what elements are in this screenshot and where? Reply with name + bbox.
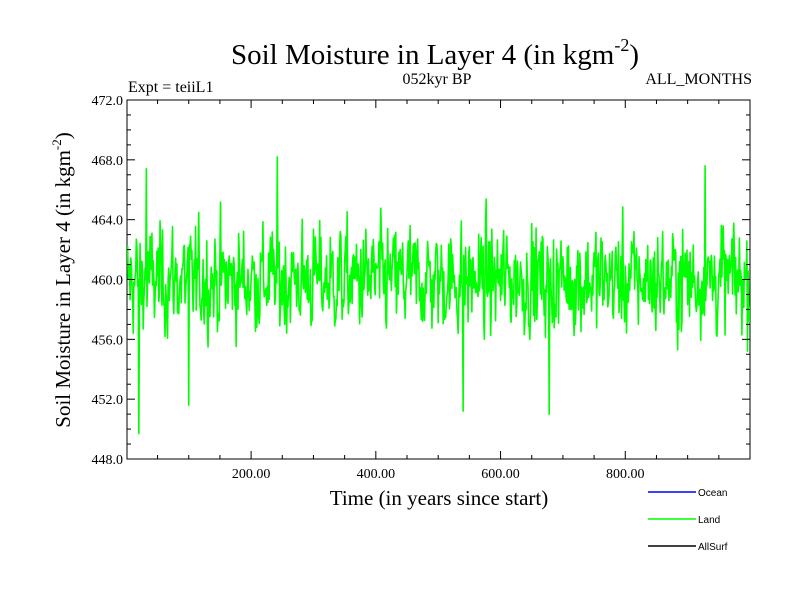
- months-label: ALL_MONTHS: [645, 71, 752, 88]
- legend-allsurf-label: AllSurf: [698, 542, 728, 553]
- x-tick-label: 200.00: [232, 467, 271, 482]
- y-tick-label: 456.0: [92, 333, 124, 348]
- y-tick-label: 448.0: [92, 453, 124, 468]
- data-layer: [127, 156, 750, 435]
- experiment-label: Expt = teiiL1: [128, 79, 213, 96]
- y-tick-label: 460.0: [92, 274, 124, 289]
- y-tick-label: 468.0: [92, 154, 124, 169]
- legend-ocean-label: Ocean: [698, 488, 727, 499]
- y-tick-label: 452.0: [92, 393, 124, 408]
- x-axis-label: Time (in years since start): [330, 486, 549, 510]
- x-tick-label: 800.00: [606, 467, 645, 482]
- y-axis-label: Soil Moisture in Layer 4 (in kgm-2): [49, 132, 75, 427]
- legend: Ocean Land AllSurf: [648, 488, 728, 553]
- y-tick-label: 472.0: [92, 94, 124, 109]
- chart-title: Soil Moisture in Layer 4 (in kgm-2): [231, 35, 639, 71]
- y-tick-label: 464.0: [92, 214, 124, 229]
- legend-land-label: Land: [698, 515, 720, 526]
- x-tick-label: 400.00: [357, 467, 396, 482]
- period-label: 052kyr BP: [403, 71, 472, 88]
- x-tick-label: 600.00: [481, 467, 520, 482]
- land-series-line: [127, 156, 750, 435]
- tick-layer: 448.0 452.0 456.0 460.0 464.0 468.0 472.0 200.0…: [92, 94, 750, 482]
